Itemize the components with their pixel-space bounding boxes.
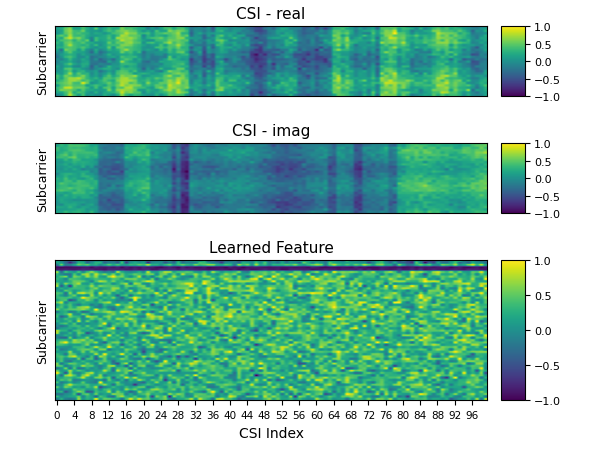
Title: Learned Feature: Learned Feature: [209, 240, 334, 255]
Y-axis label: Subcarrier: Subcarrier: [37, 30, 49, 95]
Y-axis label: Subcarrier: Subcarrier: [37, 147, 49, 211]
X-axis label: CSI Index: CSI Index: [239, 425, 304, 440]
Title: CSI - imag: CSI - imag: [232, 124, 310, 139]
Y-axis label: Subcarrier: Subcarrier: [37, 298, 49, 363]
Title: CSI - real: CSI - real: [237, 7, 306, 22]
